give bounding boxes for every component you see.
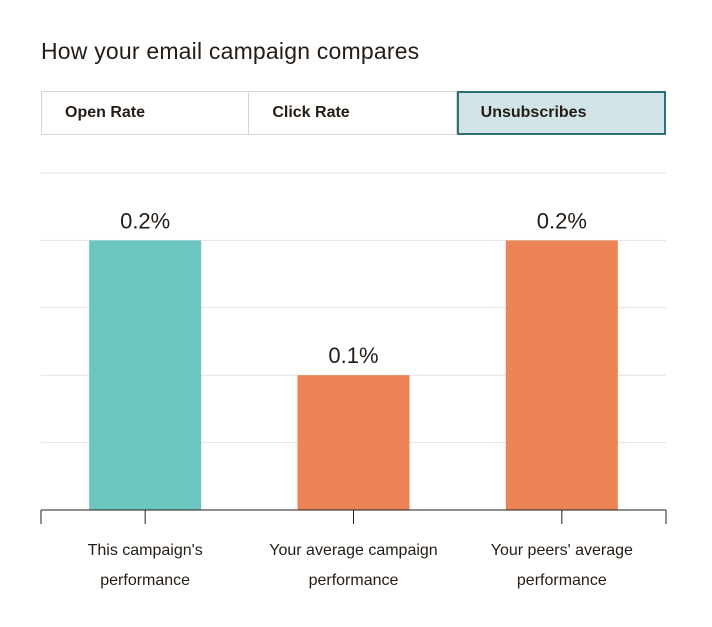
category-label-2: Your average campaign performance — [269, 542, 437, 589]
tab-click-rate[interactable]: Click Rate — [249, 91, 457, 135]
category-label-1: This campaign's performance — [88, 542, 203, 589]
bar-3 — [505, 240, 618, 510]
bar-1 — [89, 240, 202, 510]
tab-unsubscribes[interactable]: Unsubscribes — [456, 91, 666, 135]
tab-unsubscribes-label: Unsubscribes — [480, 104, 587, 121]
comparison-bar-chart: 0.2% 0.1% 0.2% This campaign's performance Y… — [40, 172, 667, 589]
bars: 0.2% 0.1% 0.2% — [89, 208, 618, 510]
tab-open-rate-label: Open Rate — [65, 104, 146, 121]
data-label-2: 0.1% — [328, 343, 378, 368]
tab-click-rate-label: Click Rate — [272, 104, 350, 121]
bar-2 — [297, 375, 410, 510]
category-label-3: Your peers' average performance — [491, 542, 633, 589]
tab-open-rate[interactable]: Open Rate — [41, 91, 250, 135]
metric-tabs: Open Rate Click Rate Unsubscribes — [41, 91, 666, 135]
x-axis: This campaign's performance Your average c… — [40, 509, 667, 589]
data-label-3: 0.2% — [537, 208, 587, 233]
data-label-1: 0.2% — [120, 208, 170, 233]
chart-title: How your email campaign compares — [41, 38, 420, 64]
